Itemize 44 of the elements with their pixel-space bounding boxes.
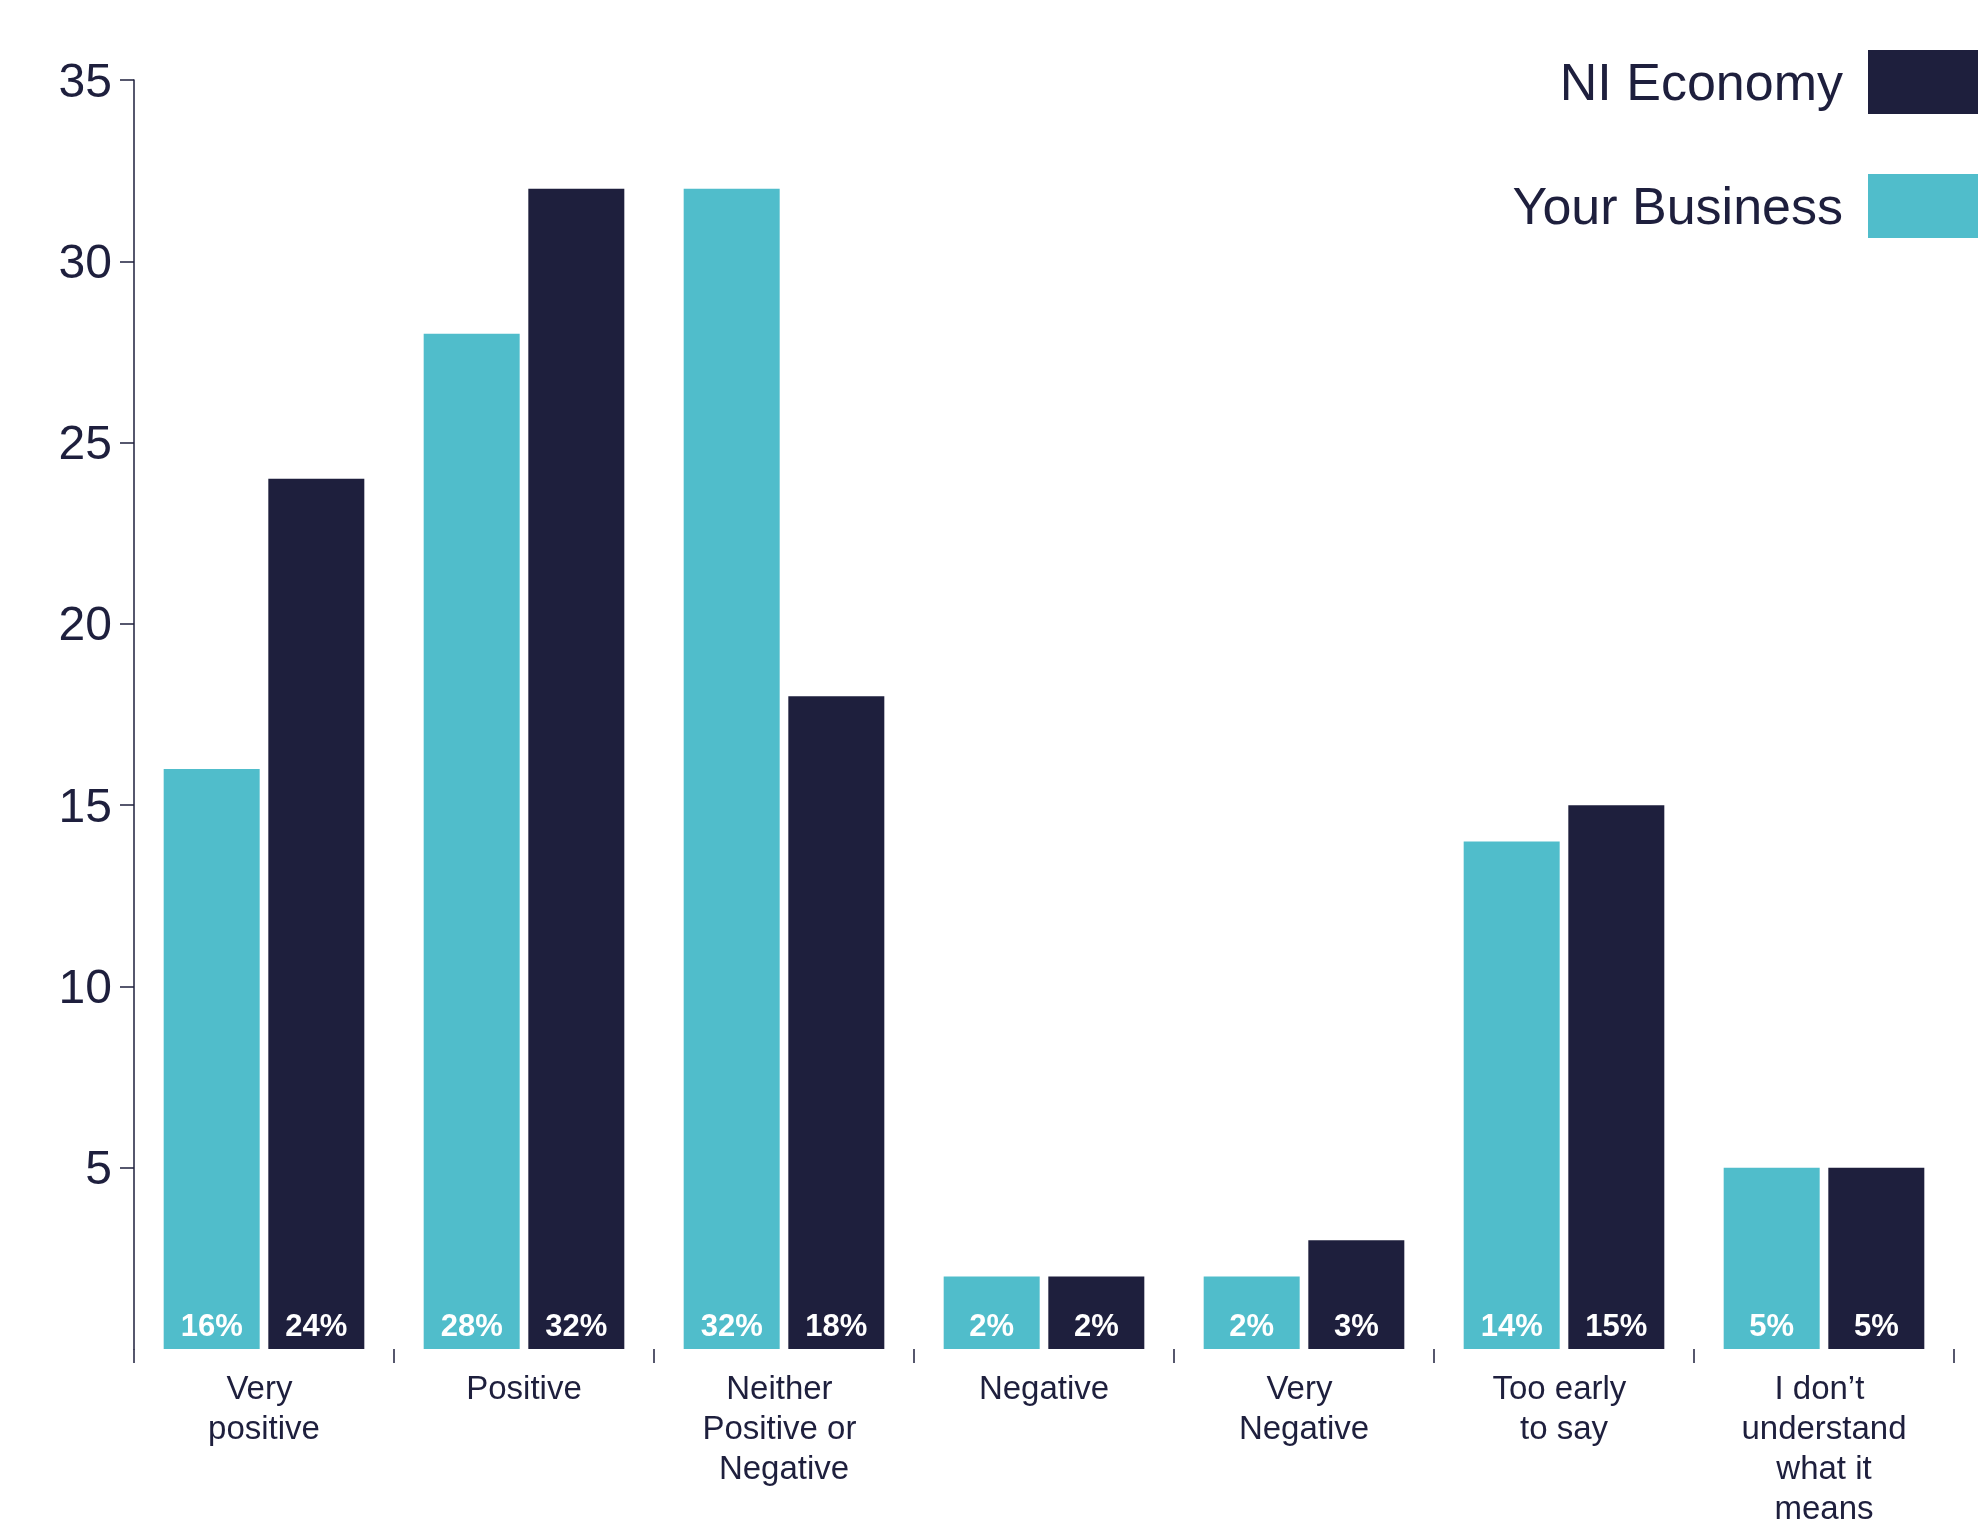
x-tick-label: Positive	[466, 1368, 582, 1406]
data-label: 32%	[545, 1308, 608, 1343]
data-label: 24%	[285, 1308, 348, 1343]
x-tick-label: Very Negative	[1238, 1368, 1370, 1446]
y-tick-label: 25	[58, 416, 112, 470]
bar	[1828, 1167, 1925, 1349]
data-label: 18%	[805, 1308, 868, 1343]
bar	[683, 188, 780, 1349]
x-tick-label: Neither Positive or Negative	[702, 1368, 866, 1486]
bar	[1308, 1240, 1405, 1349]
data-label: 5%	[1749, 1308, 1795, 1343]
data-label: 16%	[180, 1308, 243, 1343]
legend-label: NI Economy	[1559, 53, 1843, 111]
bar	[1723, 1167, 1820, 1349]
data-label: 15%	[1585, 1308, 1648, 1343]
bar	[1048, 1276, 1145, 1349]
x-tick-label: Very positive	[208, 1368, 320, 1446]
bar	[268, 478, 365, 1349]
y-tick-label: 35	[58, 53, 112, 107]
y-tick-label: 20	[58, 597, 112, 651]
bar	[1203, 1276, 1300, 1349]
legend-label: Your Business	[1512, 177, 1843, 235]
bar	[1568, 805, 1665, 1349]
data-label: 3%	[1333, 1308, 1379, 1343]
data-label: 2%	[1073, 1308, 1119, 1343]
data-label: 28%	[440, 1308, 503, 1343]
y-tick-label: 10	[58, 959, 112, 1013]
x-tick-label: Too early to say	[1492, 1368, 1636, 1446]
bar	[788, 696, 885, 1349]
y-tick-label: 30	[58, 234, 112, 288]
bar	[423, 333, 520, 1349]
bar	[163, 768, 260, 1349]
bar	[1463, 841, 1560, 1349]
y-tick-label: 15	[58, 778, 112, 832]
x-tick-label: Negative	[978, 1368, 1110, 1406]
x-tick-label: I don’t understand what it means	[1741, 1368, 1907, 1526]
data-label: 2%	[1229, 1308, 1275, 1343]
data-label: 5%	[1853, 1308, 1899, 1343]
data-label: 14%	[1480, 1308, 1543, 1343]
y-tick-label: 5	[85, 1141, 112, 1195]
data-label: 32%	[700, 1308, 763, 1343]
bar	[943, 1276, 1040, 1349]
data-label: 2%	[969, 1308, 1015, 1343]
bar	[528, 188, 625, 1349]
